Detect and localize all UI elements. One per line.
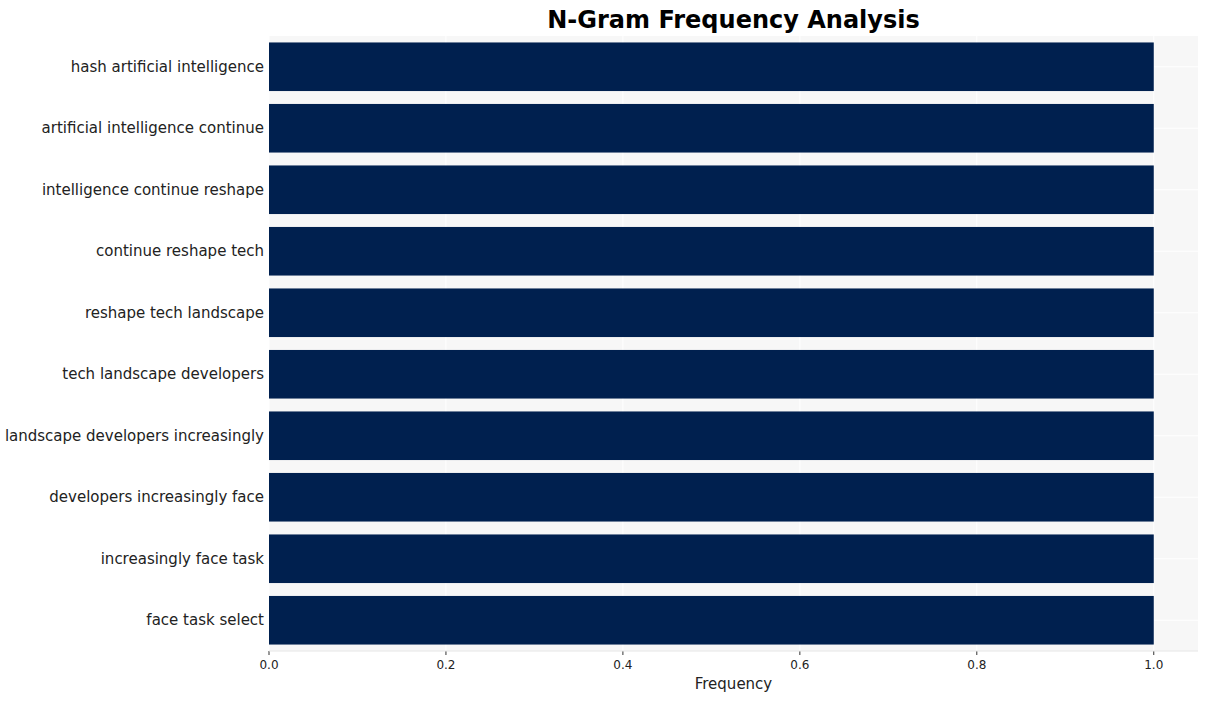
tick-mark — [445, 651, 446, 655]
category-label: reshape tech landscape — [85, 304, 264, 322]
bar — [269, 104, 1154, 153]
bar — [269, 42, 1154, 91]
bar — [269, 165, 1154, 214]
tick-label: 0.6 — [790, 658, 809, 672]
tick-label: 0.8 — [967, 658, 986, 672]
bar — [269, 350, 1154, 399]
category-label: landscape developers increasingly — [5, 427, 264, 445]
chart: 0.0 0.2 0.4 0.6 0.8 1.0 hash artificial intell… — [0, 0, 1209, 701]
tick-mark — [976, 651, 977, 655]
bar — [269, 473, 1154, 522]
chart-root: 0.0 0.2 0.4 0.6 0.8 1.0 hash artificial intell… — [0, 0, 1209, 701]
category-label: face task select — [146, 611, 264, 629]
bar — [269, 596, 1154, 645]
x-axis-label: Frequency — [695, 675, 773, 693]
tick-label: 1.0 — [1144, 658, 1163, 672]
tick-label: 0.0 — [259, 658, 278, 672]
category-label: intelligence continue reshape — [42, 181, 264, 199]
plot-background — [269, 36, 1198, 651]
category-label: developers increasingly face — [49, 488, 264, 506]
category-label: hash artificial intelligence — [71, 58, 264, 76]
tick-label: 0.2 — [436, 658, 455, 672]
bar — [269, 534, 1154, 583]
tick-label: 0.4 — [613, 658, 632, 672]
tick-mark — [622, 651, 623, 655]
title: N-Gram Frequency Analysis — [547, 6, 920, 34]
bars — [269, 42, 1154, 644]
bar — [269, 288, 1154, 337]
category-label: increasingly face task — [101, 550, 265, 568]
bar — [269, 227, 1154, 276]
x-axis-line — [269, 651, 1198, 652]
category-label: artificial intelligence continue — [42, 119, 264, 137]
tick-mark — [1153, 651, 1154, 655]
bar — [269, 411, 1154, 460]
category-label: continue reshape tech — [96, 242, 264, 260]
tick-mark — [269, 651, 270, 655]
tick-mark — [799, 651, 800, 655]
category-label: tech landscape developers — [62, 365, 264, 383]
